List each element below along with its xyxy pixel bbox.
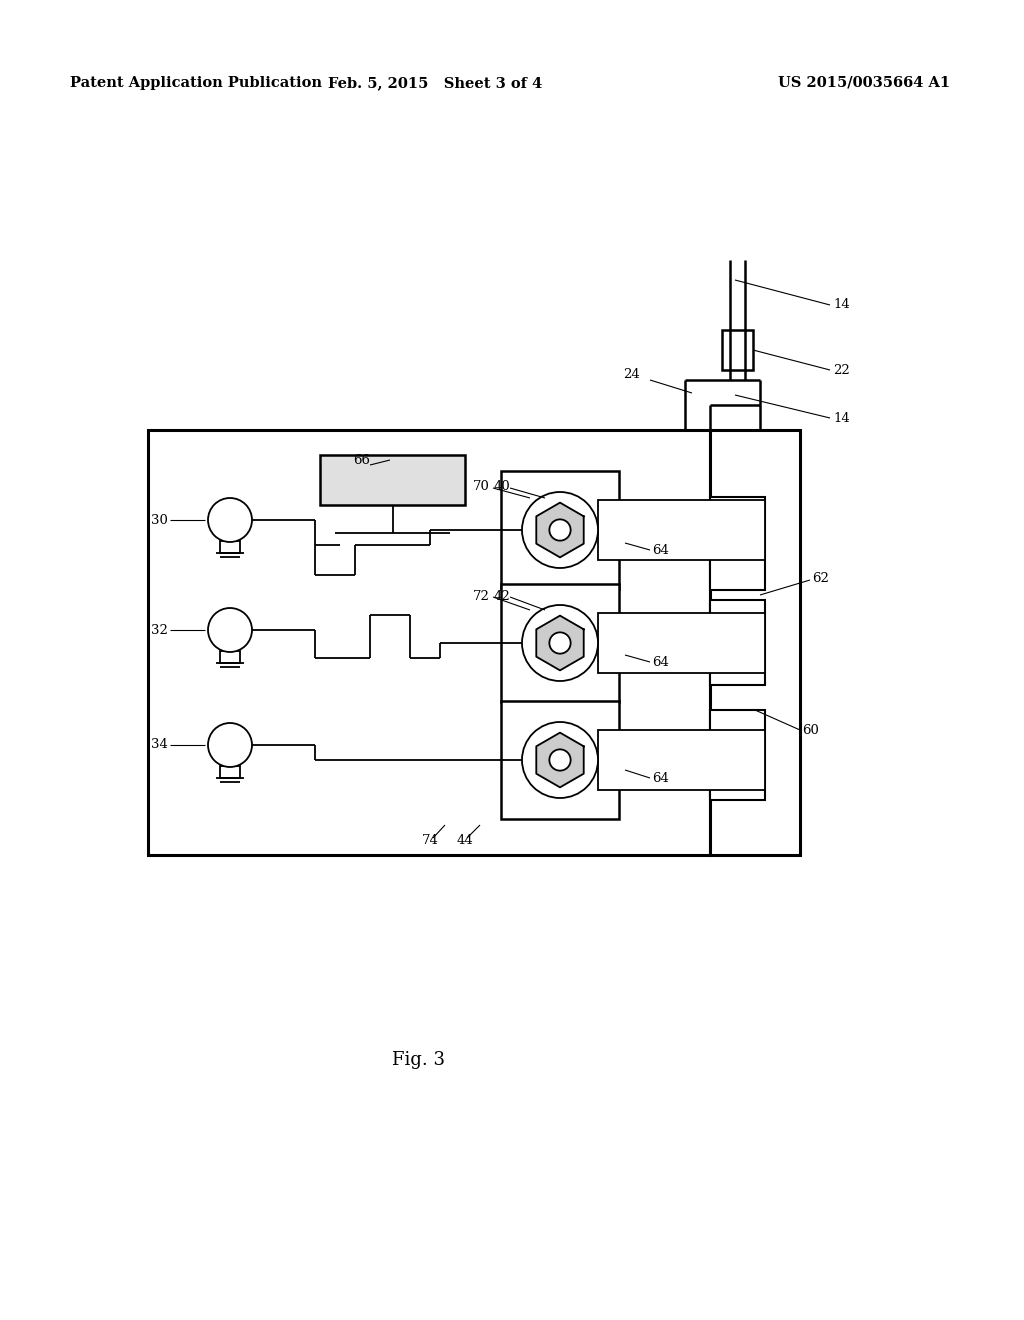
Circle shape — [549, 632, 570, 653]
Circle shape — [549, 519, 570, 541]
Text: 74: 74 — [422, 833, 438, 846]
Bar — [148, 430, 710, 855]
Text: 22: 22 — [833, 363, 850, 376]
Text: 64: 64 — [652, 656, 669, 668]
Bar — [598, 730, 765, 789]
Text: 14: 14 — [833, 298, 850, 312]
Text: US 2015/0035664 A1: US 2015/0035664 A1 — [778, 77, 950, 90]
Bar — [501, 583, 618, 702]
Text: 64: 64 — [652, 771, 669, 784]
Text: 64: 64 — [652, 544, 669, 557]
Text: Patent Application Publication: Patent Application Publication — [70, 77, 322, 90]
Text: 70: 70 — [473, 480, 490, 494]
Bar — [710, 430, 800, 855]
Text: Fig. 3: Fig. 3 — [391, 1051, 444, 1069]
Text: 42: 42 — [494, 590, 511, 602]
Circle shape — [522, 605, 598, 681]
Polygon shape — [537, 733, 584, 787]
Bar — [710, 601, 765, 685]
Polygon shape — [537, 503, 584, 557]
Bar — [220, 766, 240, 777]
Bar — [501, 471, 618, 589]
Text: 14: 14 — [833, 412, 850, 425]
Bar — [598, 500, 765, 560]
Text: 62: 62 — [812, 572, 828, 585]
Circle shape — [208, 609, 252, 652]
Bar — [220, 541, 240, 553]
Text: 44: 44 — [457, 833, 473, 846]
Bar — [710, 498, 765, 590]
Circle shape — [549, 750, 570, 771]
Circle shape — [522, 722, 598, 799]
Circle shape — [522, 492, 598, 568]
Text: 32: 32 — [152, 623, 168, 636]
Circle shape — [208, 723, 252, 767]
Bar — [710, 710, 765, 800]
Bar — [501, 701, 618, 818]
Text: 30: 30 — [152, 513, 168, 527]
Bar — [220, 651, 240, 663]
Text: Feb. 5, 2015   Sheet 3 of 4: Feb. 5, 2015 Sheet 3 of 4 — [328, 77, 542, 90]
Text: 40: 40 — [494, 480, 511, 494]
Text: 60: 60 — [802, 723, 819, 737]
Text: 34: 34 — [152, 738, 168, 751]
Text: 72: 72 — [473, 590, 490, 602]
Text: 66: 66 — [353, 454, 370, 466]
Circle shape — [208, 498, 252, 543]
Bar — [319, 455, 465, 506]
Text: 24: 24 — [624, 367, 640, 380]
Polygon shape — [537, 615, 584, 671]
Bar — [598, 612, 765, 673]
Bar — [722, 330, 753, 370]
